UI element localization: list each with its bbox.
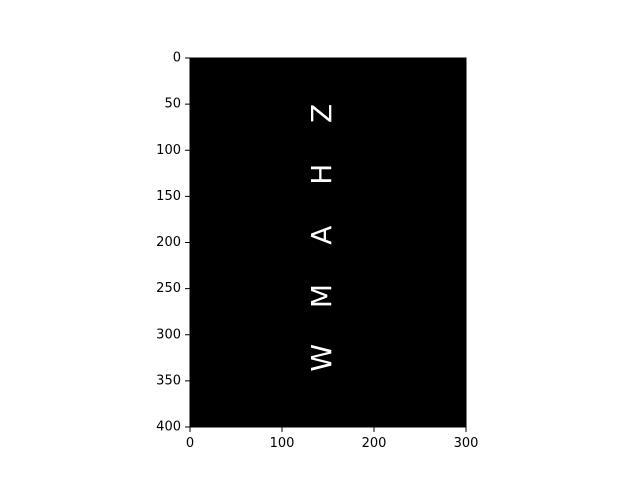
x-axis: 0 100 200 300 bbox=[186, 427, 479, 451]
y-tick-label: 0 bbox=[173, 51, 181, 66]
x-tick-label: 200 bbox=[362, 436, 387, 451]
x-tick-label: 0 bbox=[186, 436, 194, 451]
x-tick-label: 300 bbox=[454, 436, 479, 451]
letters-layer: Z H A M W bbox=[305, 104, 338, 372]
letter-h: H bbox=[305, 164, 338, 185]
y-tick-label: 200 bbox=[156, 235, 181, 250]
letter-a: A bbox=[305, 226, 338, 245]
y-tick-label: 300 bbox=[156, 327, 181, 342]
x-tick-label: 100 bbox=[270, 436, 295, 451]
y-tick-label: 50 bbox=[164, 97, 181, 112]
y-tick-label: 150 bbox=[156, 189, 181, 204]
letter-z: Z bbox=[305, 104, 338, 123]
image-area bbox=[189, 57, 467, 428]
letter-w: W bbox=[305, 344, 338, 372]
y-tick-label: 250 bbox=[156, 281, 181, 296]
y-tick-label: 100 bbox=[156, 143, 181, 158]
y-tick-label: 400 bbox=[156, 420, 181, 435]
y-axis: 0 50 100 150 200 250 300 350 400 bbox=[156, 51, 190, 435]
letter-m: M bbox=[305, 284, 338, 308]
y-tick-label: 350 bbox=[156, 373, 181, 388]
